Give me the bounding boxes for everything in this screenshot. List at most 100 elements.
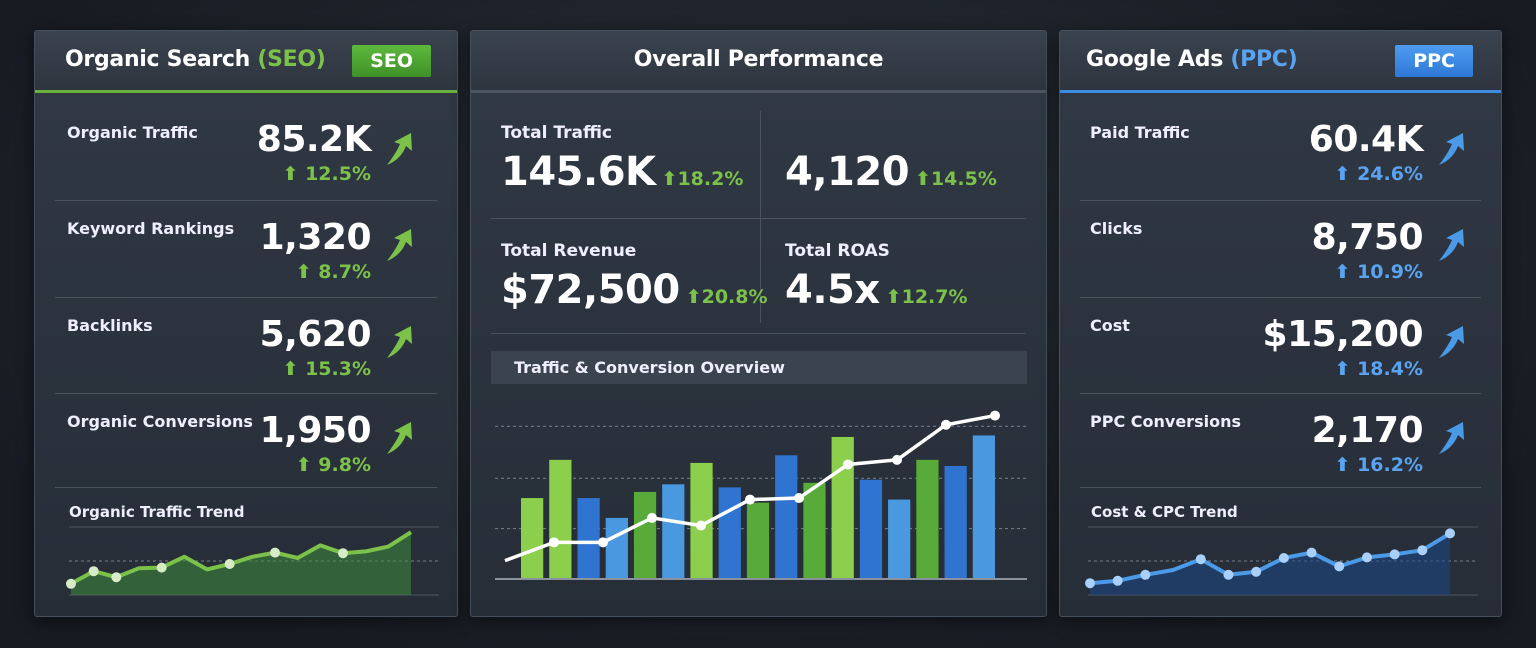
bar	[633, 491, 657, 579]
metric-group: 145.6K ⬆18.2%	[501, 149, 743, 195]
metric-value: 5,620	[259, 314, 372, 355]
up-arrow-icon: ⬆	[1334, 358, 1351, 380]
overall-metric: Total Traffic 145.6K ⬆18.2%	[501, 93, 761, 213]
line-point	[745, 494, 755, 505]
bar	[605, 517, 628, 579]
metric-change-value: 14.5%	[930, 168, 997, 190]
metric-row: Keyword Rankings 1,320 ⬆ 8.7%	[55, 201, 437, 298]
up-arrow-icon: ⬆	[1334, 261, 1351, 283]
bar	[831, 436, 854, 579]
overall-metric: Total ROAS 4.5x ⬆12.7%	[785, 211, 1045, 331]
trend-up-arrow-icon	[1435, 131, 1467, 167]
trend-point	[270, 547, 280, 558]
line-point	[794, 493, 804, 504]
metric-label: PPC Conversions	[1090, 412, 1241, 431]
metric-label: Keyword Rankings	[67, 219, 235, 238]
metric-label: Total Revenue	[501, 241, 637, 261]
bar	[746, 502, 770, 579]
metric-change: ⬆18.2%	[662, 168, 744, 190]
trend-up-arrow-icon	[383, 227, 415, 263]
line-point	[892, 454, 902, 465]
trend-point	[1278, 553, 1289, 563]
ppc-panel: Google Ads (PPC) PPC Paid Traffic 60.4K …	[1059, 30, 1502, 617]
trend-up-arrow-icon	[1435, 227, 1467, 263]
line-point	[990, 410, 1000, 421]
metric-change-value: 10.9%	[1357, 261, 1423, 283]
metric-value: 1,320	[259, 217, 372, 258]
seo-header: Organic Search (SEO) SEO	[35, 31, 457, 93]
ppc-badge: PPC	[1395, 45, 1473, 77]
ppc-title-tag: (PPC)	[1230, 47, 1298, 72]
trend-up-arrow-icon	[383, 420, 415, 456]
metric-row: Backlinks 5,620 ⬆ 15.3%	[55, 298, 437, 394]
seo-trend-chart	[66, 526, 439, 596]
metric-label: Cost	[1090, 316, 1130, 335]
ppc-trend-title: Cost & CPC Trend	[1091, 503, 1238, 521]
metric-value: 4,120	[785, 149, 910, 195]
trend-line	[70, 530, 413, 586]
metric-change: ⬆ 12.5%	[283, 163, 371, 185]
seo-title: Organic Search (SEO)	[65, 47, 326, 72]
metric-change: ⬆ 16.2%	[1335, 454, 1423, 476]
metric-group: 4,120 ⬆14.5%	[785, 149, 997, 195]
trend-point	[88, 566, 99, 577]
overall-metrics: Total Traffic 145.6K ⬆18.2% 4,120 ⬆14.5% To…	[491, 93, 1026, 334]
trend-point	[1417, 545, 1428, 556]
bar	[972, 435, 995, 579]
metric-row: Cost $15,200 ⬆ 18.4%	[1080, 298, 1481, 394]
bar	[775, 455, 798, 579]
metric-label: Paid Traffic	[1090, 123, 1190, 142]
line-point	[549, 537, 559, 548]
metric-change-value: 18.4%	[1357, 358, 1423, 380]
up-arrow-icon: ⬆	[295, 454, 312, 476]
metric-change-value: 20.8%	[701, 286, 768, 308]
ppc-trend-chart	[1085, 526, 1478, 596]
metric-value: 4.5x	[785, 267, 880, 313]
up-arrow-icon: ⬆	[282, 358, 299, 380]
trend-point	[1112, 575, 1123, 586]
ppc-title: Google Ads (PPC)	[1086, 47, 1298, 72]
metric-label: Backlinks	[67, 316, 153, 335]
trend-point	[1389, 549, 1400, 560]
metric-change: ⬆20.8%	[686, 286, 768, 308]
bar	[718, 487, 741, 579]
bar	[577, 498, 600, 579]
trend-point	[1334, 561, 1345, 572]
metric-value: 8,750	[1311, 217, 1424, 258]
metric-change-value: 9.8%	[318, 454, 371, 476]
overall-panel: Overall Performance Total Traffic 145.6K…	[470, 30, 1047, 617]
overall-header: Overall Performance	[471, 31, 1046, 93]
metric-change-value: 16.2%	[1357, 454, 1423, 476]
metric-row: Paid Traffic 60.4K ⬆ 24.6%	[1080, 111, 1481, 201]
line-point	[843, 459, 853, 470]
metric-divider	[760, 111, 761, 323]
ppc-header: Google Ads (PPC) PPC	[1060, 31, 1501, 93]
bar	[888, 499, 911, 579]
bar	[944, 465, 967, 579]
trend-up-arrow-icon	[1435, 420, 1467, 456]
metric-row: Organic Traffic 85.2K ⬆ 12.5%	[55, 111, 437, 201]
metric-row: Clicks 8,750 ⬆ 10.9%	[1080, 201, 1481, 298]
bar	[803, 482, 826, 579]
seo-title-text: Organic Search	[65, 47, 251, 72]
chart-title: Traffic & Conversion Overview	[514, 358, 785, 377]
metric-change: ⬆ 15.3%	[283, 358, 371, 380]
seo-title-tag: (SEO)	[257, 47, 326, 72]
trend-point	[1361, 552, 1372, 563]
metric-change-value: 8.7%	[318, 261, 371, 283]
metric-value: 2,170	[1311, 410, 1424, 451]
metric-row: PPC Conversions 2,170 ⬆ 16.2%	[1080, 394, 1481, 488]
trend-point	[1195, 554, 1206, 565]
metric-change-value: 24.6%	[1357, 163, 1423, 185]
metric-row: Organic Conversions 1,950 ⬆ 9.8%	[55, 394, 437, 488]
trend-point	[156, 562, 167, 573]
trend-point	[111, 572, 122, 583]
metric-change-value: 12.5%	[305, 163, 371, 185]
metric-value: 1,950	[259, 410, 372, 451]
line-point	[941, 419, 951, 430]
up-arrow-icon: ⬆	[915, 168, 931, 190]
metric-change-value: 15.3%	[305, 358, 371, 380]
metric-label: Clicks	[1090, 219, 1143, 238]
metric-change: ⬆ 18.4%	[1335, 358, 1423, 380]
trend-up-arrow-icon	[1435, 324, 1467, 360]
